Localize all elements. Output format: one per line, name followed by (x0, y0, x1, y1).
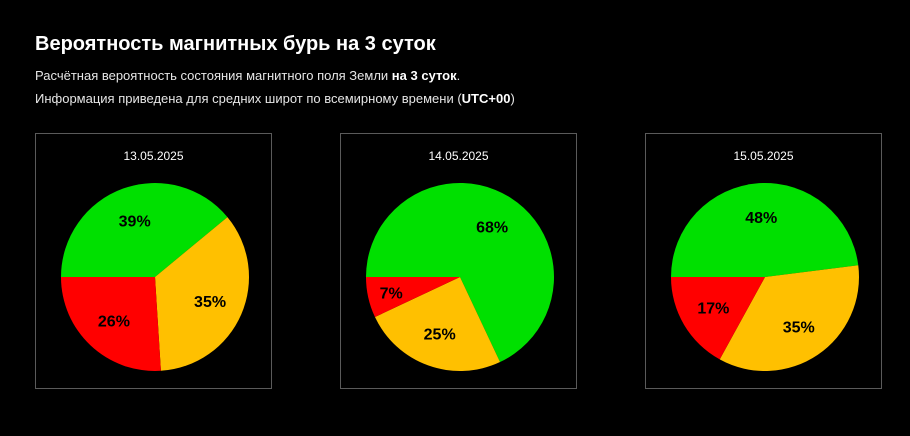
pie-slice-label-red: 17% (697, 301, 729, 318)
chart-date: 14.05.2025 (428, 149, 489, 163)
pie-slice-green (671, 182, 859, 277)
pie-slice-label-green: 48% (745, 210, 777, 227)
description-line-1-suffix: . (456, 68, 461, 83)
chart-date: 15.05.2025 (733, 149, 794, 163)
pie-slice-label-yellow: 35% (194, 294, 226, 311)
pie-slice-green (366, 182, 554, 363)
pie-slice-yellow (155, 217, 249, 371)
pie-slice-yellow (374, 277, 501, 371)
pie-slice-label-red: 7% (380, 285, 403, 302)
pie-slice-label-yellow: 25% (424, 326, 456, 343)
pie-slice-red (671, 277, 765, 360)
pie-slice-red (366, 277, 460, 318)
pie-slice-red (61, 277, 161, 371)
pie-chart-panel-day-1: 13.05.2025 39% 35% 26% (35, 133, 272, 389)
pie-chart-panel-day-3: 15.05.2025 48% 35% 17% (645, 133, 882, 389)
pie-chart-day-2: 68% 25% 7% (366, 182, 554, 371)
description-line-2: Информация приведена для средних широт п… (35, 91, 515, 106)
pie-slice-yellow (719, 265, 860, 371)
page-title: Вероятность магнитных бурь на 3 суток (35, 33, 436, 55)
pie-slice-label-green: 39% (119, 214, 151, 231)
description-line-2-suffix: ) (510, 91, 515, 106)
description-line-1: Расчётная вероятность состояния магнитно… (35, 68, 460, 83)
pie-chart-panel-day-2: 14.05.2025 68% 25% 7% (340, 133, 577, 389)
pie-slice-green (61, 182, 228, 277)
pie-slice-label-green: 68% (476, 219, 508, 236)
description-line-2-text: Информация приведена для средних широт п… (35, 91, 462, 106)
description-line-2-bold: UTC+00 (461, 91, 511, 106)
pie-slice-label-red: 26% (98, 314, 130, 331)
pie-chart-day-1: 39% 35% 26% (61, 182, 249, 371)
pie-chart-day-3: 48% 35% 17% (671, 182, 860, 371)
chart-date: 13.05.2025 (123, 149, 184, 163)
description-line-1-bold: на 3 суток (391, 68, 457, 83)
pie-slice-label-yellow: 35% (783, 320, 815, 337)
description-line-1-text: Расчётная вероятность состояния магнитно… (35, 68, 392, 83)
